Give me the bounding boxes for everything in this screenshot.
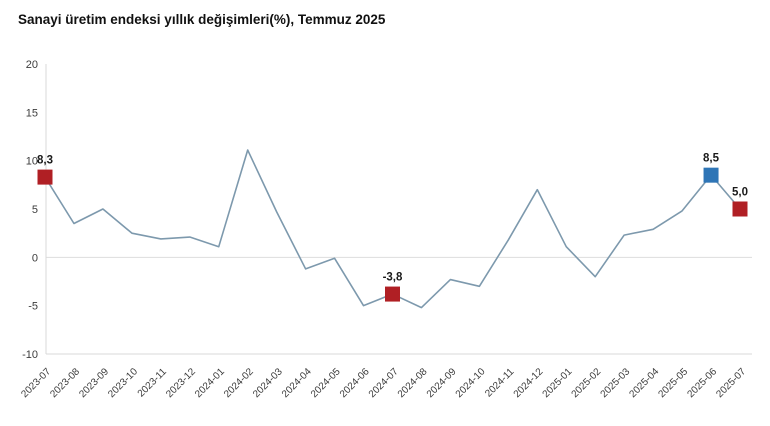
x-axis-tick-label: 2024-02 [222, 366, 256, 400]
y-axis-tick-label: 20 [26, 59, 38, 71]
x-axis-tick-label: 2023-12 [164, 366, 198, 400]
data-point-label: 5,0 [732, 187, 748, 199]
data-point-label: 8,5 [703, 153, 720, 165]
x-axis-tick-label: 2023-11 [136, 366, 170, 400]
data-point-marker [732, 201, 748, 217]
x-axis-tick-label: 2025-04 [628, 366, 662, 400]
chart-title: Sanayi üretim endeksi yıllık değişimleri… [18, 12, 386, 27]
data-point-marker [37, 169, 53, 185]
data-point-marker [385, 286, 400, 302]
x-axis-tick-label: 2023-08 [48, 366, 82, 400]
x-axis-tick-label: 2024-03 [251, 366, 285, 400]
x-axis-tick-label: 2024-09 [425, 366, 459, 400]
data-point-label: 8,3 [37, 155, 53, 167]
x-axis-tick-label: 2024-10 [454, 366, 488, 400]
x-axis-tick-label: 2024-11 [483, 366, 517, 400]
x-axis-tick-label: 2024-07 [367, 366, 401, 400]
x-axis-tick-label: 2024-12 [512, 366, 546, 400]
x-axis-tick-label: 2025-02 [570, 366, 604, 400]
x-axis-tick-label: 2025-01 [541, 366, 575, 400]
y-axis-tick-label: -10 [22, 349, 38, 361]
x-axis-tick-label: 2025-07 [714, 366, 748, 400]
line-series [44, 149, 741, 309]
x-axis-tick-label: 2023-07 [19, 366, 53, 400]
data-point-marker [703, 167, 719, 183]
x-axis-tick-label: 2025-06 [685, 366, 719, 400]
data-point-label: -3,8 [383, 272, 403, 284]
y-axis-tick-label: 10 [26, 156, 38, 168]
x-axis-tick-label: 2024-08 [396, 366, 430, 400]
x-axis-tick-label: 2023-10 [106, 366, 140, 400]
x-axis-tick-label: 2024-04 [280, 366, 314, 400]
x-axis-tick-label: 2025-03 [599, 366, 633, 400]
y-axis-tick-label: 0 [32, 252, 38, 264]
x-axis-tick-label: 2025-05 [656, 366, 690, 400]
x-axis-tick-label: 2024-01 [193, 366, 227, 400]
y-axis-tick-label: -5 [28, 301, 38, 313]
x-axis-tick-label: 2023-09 [77, 366, 111, 400]
y-axis-tick-label: 15 [26, 107, 38, 119]
x-axis-tick-label: 2024-05 [309, 366, 343, 400]
y-axis-tick-label: 5 [32, 204, 38, 216]
x-axis-tick-label: 2024-06 [338, 366, 372, 400]
